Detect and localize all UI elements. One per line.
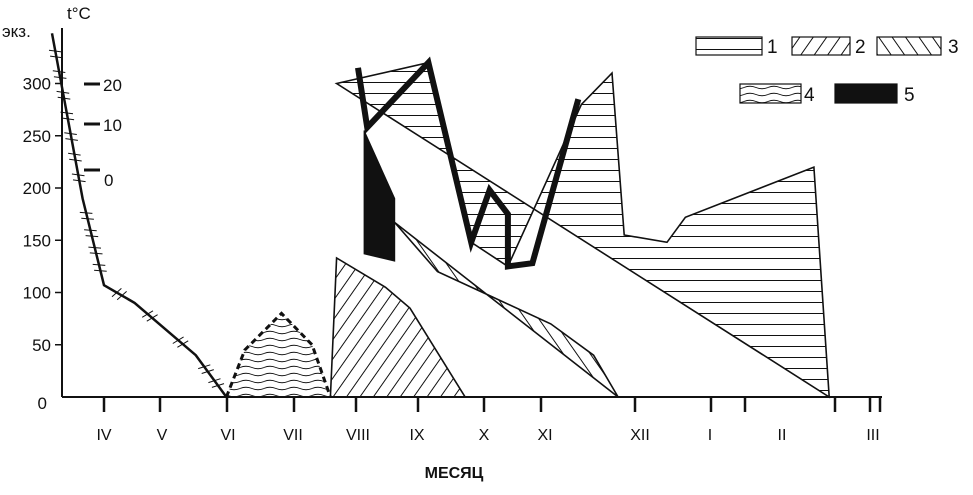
y-tick-label: 150: [23, 231, 51, 250]
ice-tick-mark: [85, 235, 99, 238]
month-label: VI: [220, 427, 235, 444]
month-label: VIII: [346, 427, 370, 444]
ice-tick-mark: [48, 49, 62, 53]
legend: 1 2 3 4 5: [695, 36, 959, 106]
y-tick-label: 250: [23, 127, 51, 146]
temperature-tick-label: 0: [104, 171, 113, 190]
legend-swatch-4: [739, 83, 802, 104]
temperature-tick-group: 20 10 0: [84, 76, 122, 190]
legend-label-5: 5: [904, 85, 915, 106]
ice-tick-mark: [65, 138, 78, 141]
month-label: I: [708, 427, 712, 444]
ice-tick-mark: [92, 263, 106, 266]
legend-label-1: 1: [767, 37, 778, 58]
ice-tick-mark: [208, 378, 221, 384]
month-label: II: [778, 427, 787, 444]
y-tick-group: 0 50 100 150 200 250 300: [23, 75, 62, 413]
legend-label-4: 4: [804, 85, 815, 106]
ice-tick-mark: [89, 252, 103, 255]
x-tick-group: IV V VI VII VIII IX X XI XII I II III: [96, 397, 882, 444]
x-axis-label: МЕСЯЦ: [425, 465, 484, 482]
month-label: XI: [537, 427, 552, 444]
month-label: V: [157, 427, 168, 444]
ice-tick-mark: [111, 288, 122, 298]
temperature-line: [50, 33, 228, 398]
legend-label-3: 3: [948, 37, 959, 58]
legend-swatch-3: [876, 36, 942, 56]
legend-item-5: 5: [834, 83, 915, 106]
y-tick-label: 0: [38, 394, 47, 413]
ice-tick-mark: [57, 96, 71, 100]
ice-tick-mark: [81, 217, 94, 220]
series-4-outline: [225, 311, 332, 398]
ice-tick-mark: [172, 336, 184, 344]
series-2-area: [329, 256, 467, 398]
ice-tick-mark: [68, 152, 81, 156]
ice-tick-mark: [84, 229, 97, 232]
ice-tick-mark: [72, 179, 86, 183]
ice-tick-mark: [71, 173, 85, 177]
legend-swatch-1: [695, 36, 763, 56]
temperature-axis-label: t°C: [67, 4, 91, 23]
temperature-tick-label: 10: [103, 116, 122, 135]
ice-tick-mark: [201, 369, 214, 374]
ice-tick-mark: [198, 364, 211, 370]
ice-tick-mark: [94, 269, 107, 272]
legend-swatch-2: [791, 36, 851, 56]
y-axis-label: экз.: [2, 22, 31, 41]
ice-tick-mark: [69, 158, 82, 162]
y-tick-label: 50: [32, 336, 51, 355]
ice-tick-mark: [50, 55, 63, 59]
series-4-area: [226, 313, 331, 397]
ice-tick-mark: [177, 340, 189, 348]
legend-item-3: 3: [876, 36, 959, 58]
month-label: IX: [409, 427, 424, 444]
ice-tick-mark: [53, 76, 67, 79]
ice-tick-mark: [211, 383, 225, 388]
areas: [48, 33, 831, 399]
ice-tick-mark: [61, 117, 75, 121]
legend-label-2: 2: [855, 37, 866, 58]
month-label: VII: [283, 427, 303, 444]
y-tick-label: 300: [23, 75, 51, 94]
y-tick-label: 200: [23, 179, 51, 198]
ice-tick-mark: [116, 291, 127, 301]
month-label: IV: [96, 427, 111, 444]
ice-tick-mark: [64, 132, 77, 135]
legend-item-1: 1: [695, 36, 778, 58]
legend-swatch-5: [834, 83, 898, 104]
ice-tick-mark: [88, 246, 102, 249]
ice-tick-mark: [79, 211, 93, 214]
ice-tick-marks: [48, 49, 225, 388]
ice-tick-mark: [52, 70, 66, 73]
envelope-bold-line: [355, 56, 582, 270]
series-5-area: [363, 130, 396, 262]
legend-item-4: 4: [739, 83, 815, 106]
month-label: III: [866, 427, 879, 444]
month-label: X: [479, 427, 490, 444]
legend-item-2: 2: [791, 36, 866, 58]
y-tick-label: 100: [23, 284, 51, 303]
temperature-tick-label: 20: [103, 76, 122, 95]
month-label: XII: [630, 427, 650, 444]
ice-tick-mark: [141, 310, 154, 318]
ice-tick-mark: [146, 314, 158, 322]
